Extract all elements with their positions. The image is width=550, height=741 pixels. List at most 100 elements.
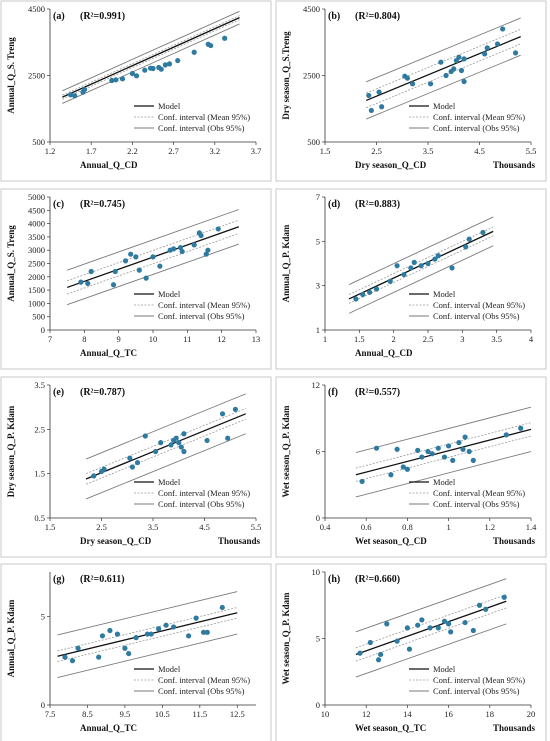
data-point	[512, 50, 519, 56]
y-tick-label: 6	[316, 447, 320, 457]
regression-lines	[355, 406, 531, 498]
legend-mean-text: Conf. interval (Mean 95%)	[433, 488, 525, 498]
data-point	[222, 35, 228, 41]
y-tick-label: 5	[316, 236, 320, 246]
data-point	[494, 41, 501, 47]
x-tick-label: 9	[117, 334, 121, 344]
data-point	[150, 254, 156, 260]
data-point	[373, 445, 380, 451]
x-axis-title: Wet season_Q_CD	[355, 536, 427, 546]
x-tick-label: 10.5	[155, 709, 170, 719]
chart-frame	[0, 376, 272, 558]
legend-obs-text: Conf. interval (Obs 95%)	[433, 123, 520, 133]
y-tick-label: 1000	[28, 298, 45, 308]
data-point	[415, 622, 421, 628]
obs-ci-upper-line	[366, 17, 521, 83]
x-tick-label: 13	[252, 334, 261, 344]
data-point	[177, 244, 184, 251]
x-tick-label: 2.5	[423, 334, 434, 344]
data-point	[205, 247, 211, 253]
data-point	[166, 61, 173, 67]
data-point	[126, 650, 132, 657]
x-tick-label: 12	[217, 334, 226, 344]
x-tick-label: 2.7	[168, 146, 179, 156]
x-tick-label: 3.5	[491, 334, 502, 344]
data-point	[449, 265, 455, 271]
data-point	[148, 631, 154, 637]
data-points	[68, 35, 228, 99]
data-point	[419, 617, 425, 623]
data-point	[404, 75, 410, 81]
data-point	[462, 619, 468, 626]
legend-model-text: Model	[158, 477, 181, 487]
data-point	[461, 56, 467, 62]
data-point	[171, 624, 177, 630]
x-tick-label: 1.2	[45, 146, 56, 156]
data-point	[387, 278, 393, 284]
data-point	[114, 631, 121, 637]
y-tick-label: 3.5	[34, 380, 45, 390]
data-point	[69, 658, 76, 664]
data-point	[394, 263, 400, 269]
y-tick-label: 1.5	[34, 469, 45, 479]
x-axis-title: Annual_Q_CD	[80, 160, 138, 170]
x-tick-label: 4	[529, 334, 534, 344]
data-point	[441, 454, 448, 460]
r2-label: (R²=0.883)	[355, 199, 400, 210]
x-tick-label: 1.5	[320, 146, 331, 156]
data-point	[394, 446, 400, 452]
data-point	[367, 289, 373, 295]
x-tick-label: 3	[460, 334, 464, 344]
data-point	[150, 65, 156, 72]
data-point	[176, 440, 182, 446]
x-tick-label: 3.7	[251, 146, 262, 156]
data-points	[91, 406, 238, 479]
data-point	[443, 72, 449, 79]
x-tick-label: 16	[444, 709, 453, 719]
data-point	[133, 635, 139, 641]
y-axis-title: Annual_Q_P. Kdam	[6, 599, 16, 677]
data-point	[425, 260, 431, 267]
x-tick-label: 11.5	[193, 709, 208, 719]
data-point	[466, 236, 472, 242]
data-point	[107, 627, 113, 634]
data-point	[136, 267, 142, 273]
x-tick-label: 2.5	[96, 522, 107, 532]
data-point	[143, 275, 149, 281]
x-tick-label: 4.5	[199, 522, 210, 532]
data-point	[156, 626, 162, 632]
data-point	[415, 447, 421, 453]
x-unit-label: Thousands	[493, 160, 536, 170]
data-point	[191, 242, 197, 248]
x-axis-title: Annual_Q_TC	[80, 348, 137, 358]
data-point	[379, 104, 385, 110]
x-tick-label: 20	[527, 709, 536, 719]
chart-panel-5: 1.5 2.5 3.5 4.5 5.50.51.52.53.5(e) (R²=0.787)…	[0, 376, 272, 558]
obs-ci-upper-line	[62, 10, 240, 92]
data-point	[127, 455, 133, 461]
data-point	[456, 440, 462, 446]
mean-ci-lower-line	[355, 435, 531, 482]
data-point	[435, 253, 441, 259]
y-tick-label: 0	[316, 513, 320, 523]
data-point	[122, 258, 129, 264]
chart-panel-1: 1.2 1.7 2.2 2.7 3.2 3.7 500 2500 4500 (a) (R²=0.99…	[0, 0, 272, 182]
legend-obs-text: Conf. interval (Obs 95%)	[158, 311, 245, 321]
data-point	[203, 251, 209, 257]
data-point	[419, 454, 425, 460]
y-tick-label: 2.5	[34, 424, 45, 434]
data-point	[82, 86, 88, 93]
y-tick-label: 4500	[303, 4, 320, 14]
data-point	[142, 67, 148, 73]
data-point	[175, 57, 181, 64]
data-point	[113, 77, 119, 83]
data-point	[72, 93, 78, 99]
chart-panel-7: 7.5 8.5 9.5 10.5 11.5 12.5 0 5 (g) (R²=0.611) Mode…	[0, 563, 272, 741]
data-point	[178, 444, 184, 450]
data-point	[204, 437, 210, 444]
obs-ci-lower-line	[355, 451, 531, 498]
data-point	[427, 81, 434, 87]
data-point	[446, 621, 452, 627]
